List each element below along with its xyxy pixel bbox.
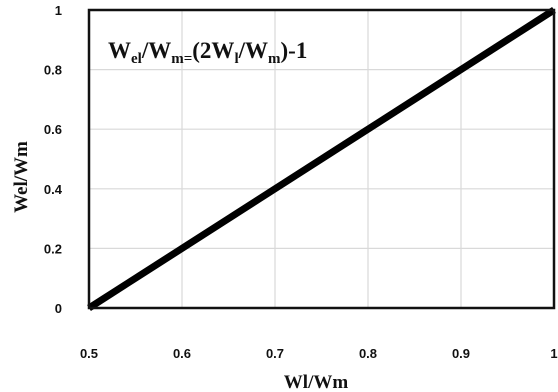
x-tick-label: 0.9 <box>452 346 470 361</box>
y-tick-label: 0.2 <box>44 241 62 256</box>
x-tick-labels: 0.5 0.6 0.7 0.8 0.9 1 <box>80 346 558 361</box>
y-axis-label: Wel/Wm <box>11 141 32 213</box>
gridlines <box>89 10 554 308</box>
y-tick-labels: 0 0.2 0.4 0.6 0.8 1 <box>44 3 63 316</box>
y-tick-label: 0 <box>55 301 62 316</box>
y-tick-label: 0.8 <box>44 63 62 78</box>
x-tick-label: 0.8 <box>359 346 377 361</box>
plot-frame <box>87 8 556 310</box>
x-tick-label: 0.5 <box>80 346 98 361</box>
y-tick-label: 0.4 <box>44 182 63 197</box>
y-tick-label: 1 <box>55 3 62 18</box>
x-tick-label: 1 <box>550 346 557 361</box>
series-line <box>87 7 556 311</box>
x-axis-label: Wl/Wm <box>284 372 349 392</box>
x-tick-label: 0.6 <box>173 346 191 361</box>
formula-annotation: Wel/Wm=(2Wl/Wm)-1 <box>108 38 307 67</box>
series-layer <box>87 7 556 311</box>
y-tick-label: 0.6 <box>44 122 62 137</box>
x-tick-label: 0.7 <box>266 346 284 361</box>
